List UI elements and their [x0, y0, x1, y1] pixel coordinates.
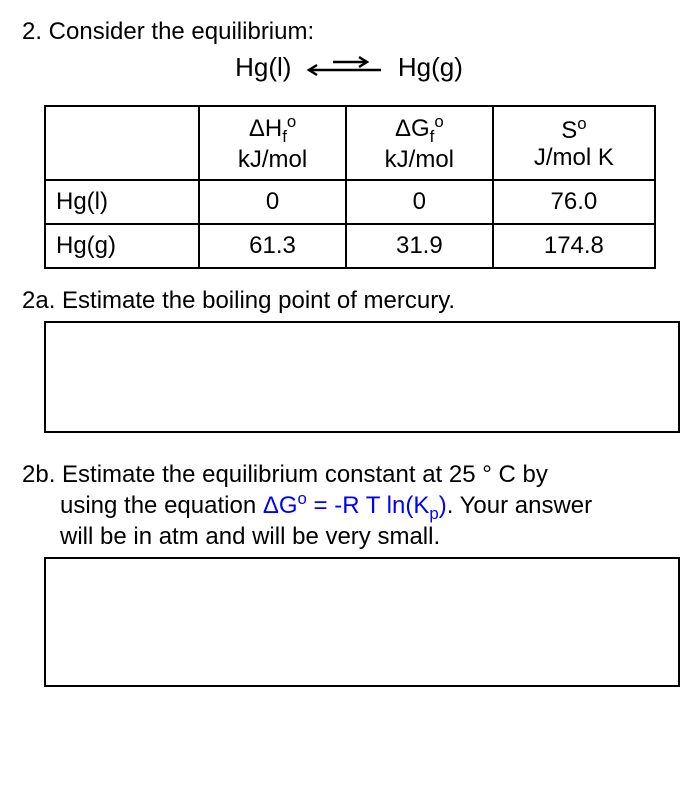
table-header-dHf: ΔHfo kJ/mol [199, 106, 346, 180]
equation-lhs: Hg(l) [235, 52, 291, 82]
question-2-prompt: 2. Consider the equilibrium: [22, 18, 676, 46]
answer-box-2b[interactable] [44, 557, 680, 687]
table-header-row: ΔHfo kJ/mol ΔGfo kJ/mol So J/mol K [45, 106, 655, 180]
row-species: Hg(l) [45, 180, 199, 224]
table-row: Hg(g) 61.3 31.9 174.8 [45, 224, 655, 268]
row-dHf: 61.3 [199, 224, 346, 268]
row-S: 174.8 [493, 224, 655, 268]
table-row: Hg(l) 0 0 76.0 [45, 180, 655, 224]
table-header-blank [45, 106, 199, 180]
table-header-S: So J/mol K [493, 106, 655, 180]
thermo-data-table: ΔHfo kJ/mol ΔGfo kJ/mol So J/mol K Hg(l)… [44, 105, 656, 269]
row-species: Hg(g) [45, 224, 199, 268]
table-header-dGf: ΔGfo kJ/mol [346, 106, 493, 180]
equilibrium-equation: Hg(l) Hg(g) [22, 52, 676, 85]
row-S: 76.0 [493, 180, 655, 224]
row-dHf: 0 [199, 180, 346, 224]
row-dGf: 0 [346, 180, 493, 224]
answer-box-2a[interactable] [44, 321, 680, 433]
question-2b-text: 2b. Estimate the equilibrium constant at… [22, 461, 676, 552]
equilibrium-arrow-icon [305, 54, 385, 85]
equation-rhs: Hg(g) [398, 52, 463, 82]
dG-equation: ΔGo = -R T ln(Kp) [263, 492, 447, 519]
question-2a-text: 2a. Estimate the boiling point of mercur… [22, 287, 676, 315]
row-dGf: 31.9 [346, 224, 493, 268]
